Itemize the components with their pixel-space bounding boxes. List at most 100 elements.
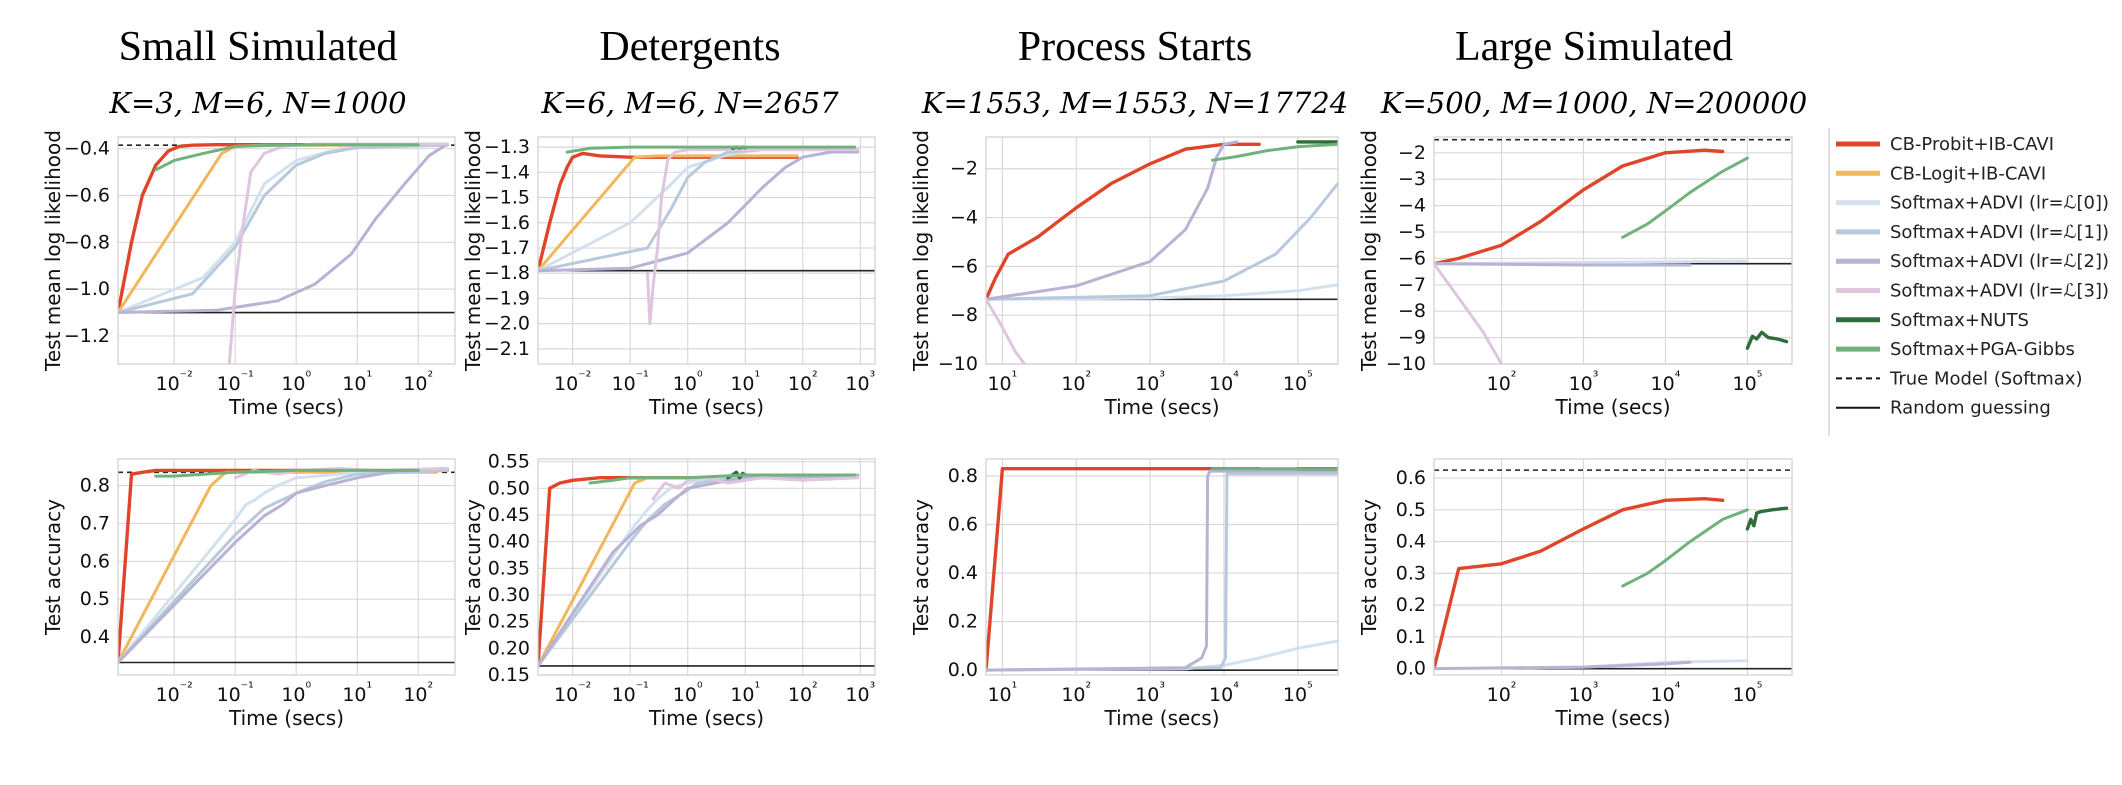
plot-area [1434,137,1792,364]
y-tick-label: −8 [950,304,978,326]
y-tick-label: 0.15 [488,664,530,686]
x-tick-label: 10⁻¹ [217,680,254,706]
series-line-softmax-advi-lr-1 [118,143,449,314]
series-line-softmax-advi-lr-2 [118,467,449,664]
series-line-softmax-advi-lr-3 [646,148,860,326]
series-line-softmax-nuts [1745,330,1789,350]
y-tick-label: −1.7 [484,237,530,259]
x-tick-label: 10⁵ [1733,680,1763,706]
series-line-cb-probit-ib-cavi [986,142,1261,301]
series-line-softmax-pga-gibbs [154,143,420,172]
x-tick-label: 10⁵ [1283,369,1313,395]
x-tick-label: 10² [788,680,818,706]
x-tick-label: 10¹ [987,680,1017,706]
x-tick-label: 10² [1061,369,1091,395]
x-tick-label: 10⁴ [1209,680,1239,706]
legend-label: Softmax+ADVI (lr=ℒ[2]) [1890,251,2109,272]
x-tick-label: 10³ [1135,369,1165,395]
panel-large-simulated-accuracy: 10² 10³ 10⁴ 10⁵ 0.0 0.1 0.2 0.3 0.4 0.5 0.6 Time (s… [1357,458,1793,730]
x-tick-label: 10¹ [730,369,760,395]
y-axis-label: Test accuracy [909,499,933,636]
x-tick-label: 10⁰ [673,369,703,395]
plot-frame [1433,136,1793,365]
y-tick-label: 0.4 [948,562,978,584]
x-tick-label: 10² [403,369,433,395]
y-tick-label: 0.8 [948,465,978,487]
series-line-softmax-advi-lr-2 [118,142,449,314]
x-tick-label: 10⁰ [281,680,311,706]
series-line-softmax-pga-gibbs [565,145,857,154]
series-line-softmax-pga-gibbs [1621,156,1749,239]
series-line-softmax-advi-lr-1 [986,181,1338,301]
series-line-cb-probit-ib-cavi [1434,497,1725,671]
y-axis-label: Test mean log likelihood [461,130,485,372]
x-tick-label: 10³ [845,369,875,395]
y-tick-label: −1.4 [484,161,530,183]
series-line-softmax-pga-gibbs [1621,508,1749,588]
y-tick-label: 0.2 [1396,594,1426,616]
panel-detergents-accuracy: 10⁻² 10⁻¹ 10⁰ 10¹ 10² 10³ 0.15 0.20 0.25 0.30 0.35… [461,451,876,730]
x-tick-label: 10² [1487,680,1517,706]
y-axis-label: Test accuracy [1357,499,1381,636]
dataset-subtitle-process-starts: K=1553, M=1553, N=17724 [921,86,1348,120]
dataset-subtitle-small-simulated: K=3, M=6, N=1000 [108,86,406,120]
panel-detergents-likelihood: 10⁻² 10⁻¹ 10⁰ 10¹ 10² 10³ −2.1 −2.0 −1.9 −1.8 −1.7… [461,130,876,419]
y-tick-label: 0.8 [80,475,110,497]
legend-label: Random guessing [1890,398,2051,419]
plot-area [1434,459,1792,675]
y-axis-label: Test mean log likelihood [1357,130,1381,372]
x-tick-label: 10² [1487,369,1517,395]
legend-item-softmax-advi-lr-1: Softmax+ADVI (lr=ℒ[1]) [1836,222,2109,243]
y-tick-label: −3 [1398,168,1426,190]
y-tick-label: 0.5 [80,588,110,610]
series-line-softmax-pga-gibbs [154,468,420,478]
plot-frame [985,458,1339,676]
y-tick-label: 0.6 [1396,467,1426,489]
plot-area [538,137,875,364]
gridlines [538,137,875,364]
y-tick-label: 0.40 [488,531,530,553]
legend-label: CB-Logit+IB-CAVI [1890,163,2046,184]
x-tick-label: 10⁴ [1651,680,1681,706]
y-tick-label: −1.6 [484,212,530,234]
y-tick-label: −1.5 [484,187,530,209]
x-axis-label: Time (secs) [228,706,344,730]
y-tick-label: −10 [1386,353,1426,375]
x-tick-label: 10⁻² [554,680,591,706]
x-axis-label: Time (secs) [1103,706,1219,730]
legend: CB-Probit+IB-CAVI CB-Logit+IB-CAVI Softmax… [1828,128,2109,436]
x-tick-label: 10⁵ [1733,369,1763,395]
series-line-softmax-pga-gibbs [1211,142,1338,162]
legend-item-cb-logit-ib-cavi: CB-Logit+IB-CAVI [1836,163,2046,184]
plot-frame [537,458,876,676]
panel-process-starts-accuracy: 10¹ 10² 10³ 10⁴ 10⁵ 0.0 0.2 0.4 0.6 0.8 Time (secs… [909,458,1339,730]
gridlines [1434,459,1792,675]
panel-large-simulated-likelihood: 10² 10³ 10⁴ 10⁵ −10 −9 −8 −7 −6 −5 −4 −3 −2 Time (sec… [1357,130,1793,419]
x-tick-label: 10³ [1569,680,1599,706]
x-axis-label: Time (secs) [228,395,344,419]
y-tick-label: −4 [950,207,978,229]
legend-item-softmax-advi-lr-0: Softmax+ADVI (lr=ℒ[0]) [1836,193,2109,214]
x-tick-label: 10² [403,680,433,706]
legend-label: Softmax+ADVI (lr=ℒ[3]) [1890,281,2109,302]
series-group [118,142,450,364]
plot-frame [117,136,456,365]
y-tick-label: 0.20 [488,637,530,659]
y-tick-label: −2 [1398,142,1426,164]
series-line-softmax-advi-lr-0 [986,283,1338,301]
plot-frame [1433,458,1793,676]
series-line-softmax-pga-gibbs [588,473,857,485]
legend-item-random-guessing: Random guessing [1836,398,2051,419]
y-tick-label: −8 [1398,300,1426,322]
x-tick-label: 10⁵ [1283,680,1313,706]
y-tick-label: −2 [950,158,978,180]
x-tick-label: 10⁴ [1651,369,1681,395]
y-tick-label: −6 [1398,247,1426,269]
legend-item-softmax-advi-lr-2: Softmax+ADVI (lr=ℒ[2]) [1836,251,2109,272]
panel-small-simulated-accuracy: 10⁻² 10⁻¹ 10⁰ 10¹ 10² 0.4 0.5 0.6 0.7 0.8 Time (se… [41,458,456,730]
y-tick-label: 0.0 [948,659,978,681]
x-tick-label: 10⁻¹ [612,369,649,395]
y-tick-label: 0.35 [488,557,530,579]
x-tick-label: 10² [1061,680,1091,706]
